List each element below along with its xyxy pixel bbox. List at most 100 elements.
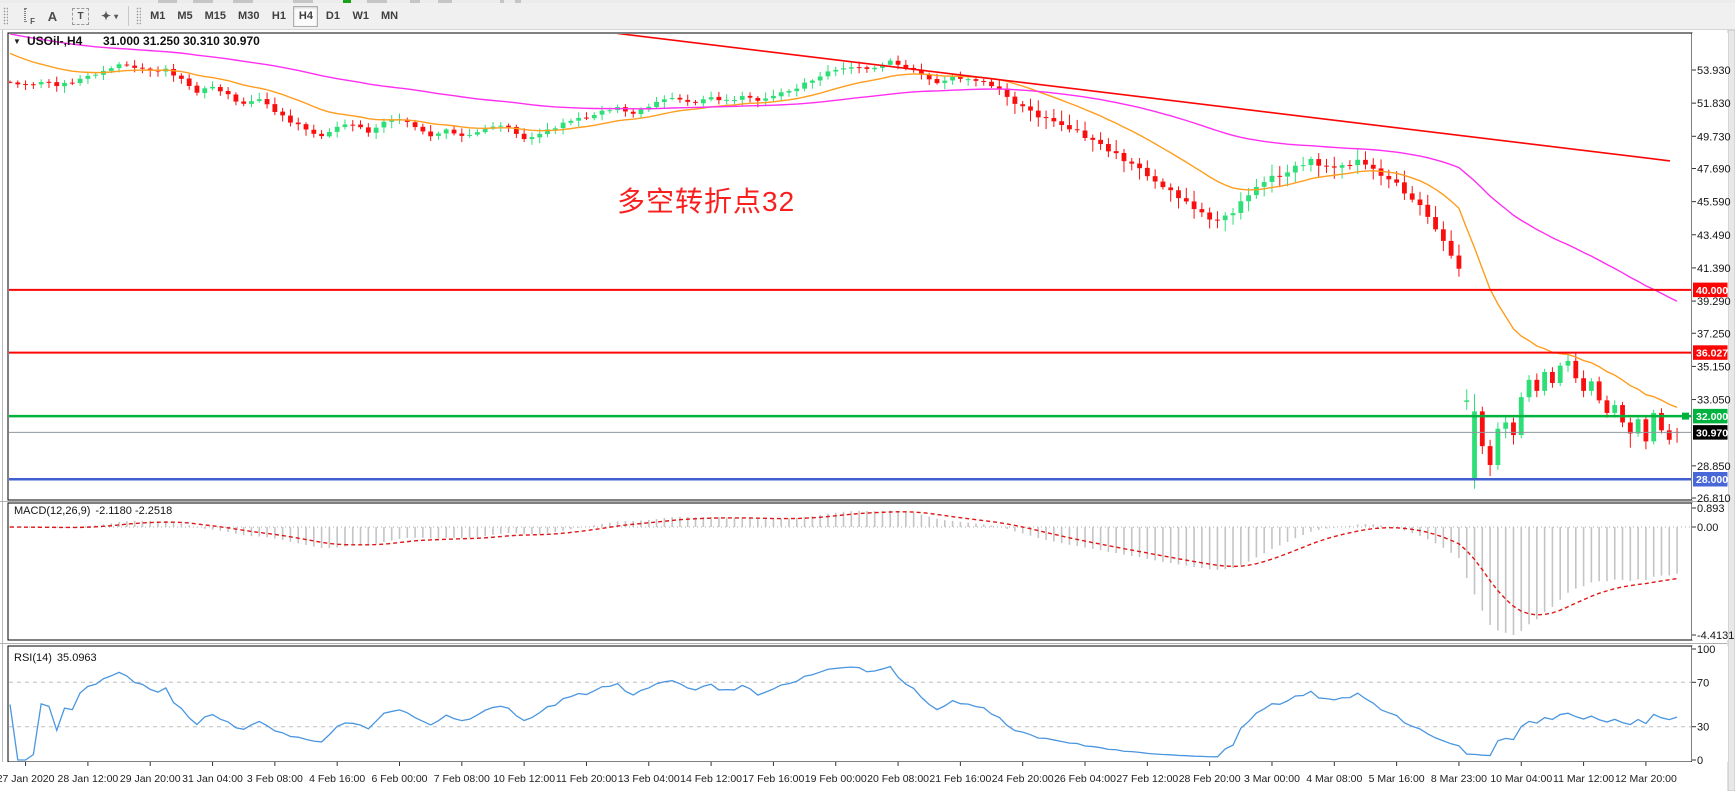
- timeframe-group-grip[interactable]: [136, 7, 142, 25]
- slow-ma-line[interactable]: [9, 34, 1678, 302]
- candle: [817, 71, 823, 87]
- candle: [1339, 162, 1345, 179]
- candle: [1082, 121, 1088, 142]
- candle: [30, 82, 36, 89]
- rsi-axis-label: 0: [1697, 755, 1703, 767]
- candle: [319, 130, 324, 140]
- candle: [77, 74, 83, 86]
- candle: [661, 95, 667, 109]
- candle: [996, 80, 1002, 96]
- drawing-tools-group: F A T ✦ ▾: [11, 3, 124, 29]
- candle: [15, 80, 21, 88]
- cursor-grid-button[interactable]: F: [12, 6, 38, 27]
- tf-M1-button[interactable]: M1: [145, 6, 170, 27]
- candle: [62, 80, 67, 93]
- candle: [771, 89, 776, 102]
- toolbar-grip[interactable]: [3, 7, 8, 25]
- hline-handle[interactable]: [1682, 412, 1689, 420]
- candle: [93, 72, 99, 79]
- candle: [576, 112, 582, 127]
- candle: [786, 89, 792, 97]
- time-tick-label: 21 Feb 16:00: [929, 773, 991, 785]
- candle: [9, 80, 13, 84]
- candle: [809, 79, 815, 89]
- trend-line[interactable]: [616, 33, 1671, 162]
- tf-D1-button[interactable]: D1: [320, 6, 345, 27]
- price-tick-label: 53.930: [1697, 65, 1731, 77]
- candle: [1526, 375, 1532, 402]
- macd-panel[interactable]: [7, 502, 1693, 641]
- candle: [981, 78, 987, 86]
- rsi-axis-label: 100: [1697, 644, 1715, 656]
- candle: [841, 62, 846, 75]
- time-tick-label: 28 Jan 12:00: [58, 773, 119, 785]
- macd-label: MACD(12,26,9) -2.1180 -2.2518: [14, 505, 172, 517]
- candle: [1487, 439, 1493, 477]
- candle: [303, 122, 309, 136]
- tf-MN-button[interactable]: MN: [376, 6, 403, 27]
- candle: [1355, 149, 1361, 175]
- candle: [1285, 164, 1290, 187]
- candle: [1067, 114, 1072, 133]
- tf-M15-button[interactable]: M15: [200, 6, 231, 27]
- candle: [280, 107, 286, 122]
- price-marker-28.000: 28.000: [1693, 472, 1728, 487]
- price-tick-label: 49.730: [1697, 131, 1731, 143]
- chevron-down-icon: ▾: [114, 11, 119, 21]
- candle: [249, 94, 254, 108]
- tf-M30-button[interactable]: M30: [233, 6, 264, 27]
- price-tick-label: 43.490: [1697, 230, 1731, 242]
- fast-ma-line[interactable]: [9, 52, 1678, 408]
- candle: [1074, 119, 1080, 133]
- candle: [1300, 156, 1306, 172]
- candle: [1176, 186, 1181, 209]
- chart-annotation[interactable]: 多空转折点32: [617, 186, 795, 217]
- candle: [1370, 158, 1376, 180]
- candle: [529, 132, 535, 145]
- candle: [919, 63, 924, 80]
- candle: [1378, 159, 1384, 186]
- text-box-button[interactable]: T: [67, 6, 94, 27]
- time-tick-label: 12 Mar 20:00: [1615, 773, 1677, 785]
- candle: [1183, 187, 1189, 205]
- text-label-button[interactable]: A: [40, 6, 65, 27]
- candle: [630, 108, 636, 118]
- candle: [568, 118, 574, 126]
- price-tick-label: 41.390: [1697, 263, 1731, 275]
- candle: [342, 119, 348, 130]
- candle: [1417, 191, 1423, 216]
- candle: [1129, 157, 1135, 171]
- tf-H1-button[interactable]: H1: [266, 6, 291, 27]
- candle: [171, 63, 176, 82]
- candle: [241, 97, 247, 107]
- time-scale[interactable]: [0, 762, 1727, 791]
- candle: [428, 125, 434, 142]
- candle: [38, 79, 44, 89]
- tf-H4-button[interactable]: H4: [293, 5, 319, 27]
- tf-M5-button[interactable]: M5: [172, 6, 197, 27]
- candle: [1425, 194, 1431, 224]
- rsi-panel[interactable]: [7, 645, 1693, 763]
- rsi-axis-label: 70: [1697, 677, 1709, 689]
- draw-shapes-button[interactable]: ✦ ▾: [96, 6, 123, 27]
- candle: [1612, 400, 1618, 418]
- tf-W1-button[interactable]: W1: [347, 6, 374, 27]
- time-tick-label: 27 Feb 12:00: [1116, 773, 1178, 785]
- candle: [140, 63, 145, 74]
- macd-scale[interactable]: [1692, 503, 1728, 640]
- symbol-dropdown-icon[interactable]: ▼: [13, 37, 21, 46]
- candle: [1440, 221, 1446, 252]
- time-tick-label: 29 Jan 20:00: [120, 773, 181, 785]
- candle: [1308, 156, 1314, 172]
- candle: [1090, 134, 1096, 152]
- time-tick-label: 26 Feb 04:00: [1054, 773, 1116, 785]
- macd-plot: [9, 510, 1691, 635]
- candle: [389, 115, 395, 129]
- candle: [693, 100, 698, 106]
- candle: [848, 61, 854, 75]
- candle: [942, 75, 948, 90]
- candle: [732, 95, 737, 105]
- main-chart-panel[interactable]: [7, 32, 1693, 501]
- rsi-scale[interactable]: [1692, 646, 1728, 762]
